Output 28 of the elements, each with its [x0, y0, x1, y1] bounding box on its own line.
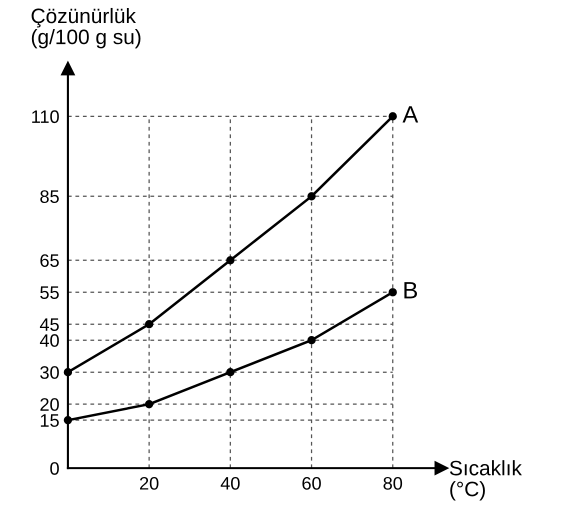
point [144, 400, 154, 408]
series-label: A [402, 106, 418, 122]
x-tick-label: 60 [302, 476, 321, 490]
point [64, 368, 72, 376]
y-tick-label: 30 [40, 366, 59, 379]
y-tick-label: 110 [32, 110, 59, 124]
y-tick-label: 0 [50, 462, 59, 475]
y-tick-label: 40 [40, 334, 59, 347]
series-label: B [404, 282, 417, 298]
point [307, 192, 316, 200]
x-tick-label: 80 [384, 476, 402, 490]
y-tick-label: 45 [40, 318, 59, 331]
x-axis-title: Sıcaklık (°C) [450, 460, 522, 500]
point [144, 320, 154, 328]
point [226, 368, 235, 376]
x-tick-label: 40 [220, 476, 240, 490]
point [388, 288, 397, 296]
y-tick-label: 55 [40, 286, 59, 299]
x-tick-label: 20 [140, 476, 158, 490]
y-axis-title: Çözünürlük (g/100 g su) [32, 8, 140, 48]
point [388, 112, 397, 121]
y-tick-label: 65 [40, 254, 59, 267]
point [64, 416, 72, 424]
y-tick-label: 20 [40, 398, 59, 411]
point [226, 256, 235, 264]
y-tick-label: 85 [40, 190, 59, 204]
y-tick-label: 15 [40, 414, 59, 427]
point [307, 336, 316, 344]
